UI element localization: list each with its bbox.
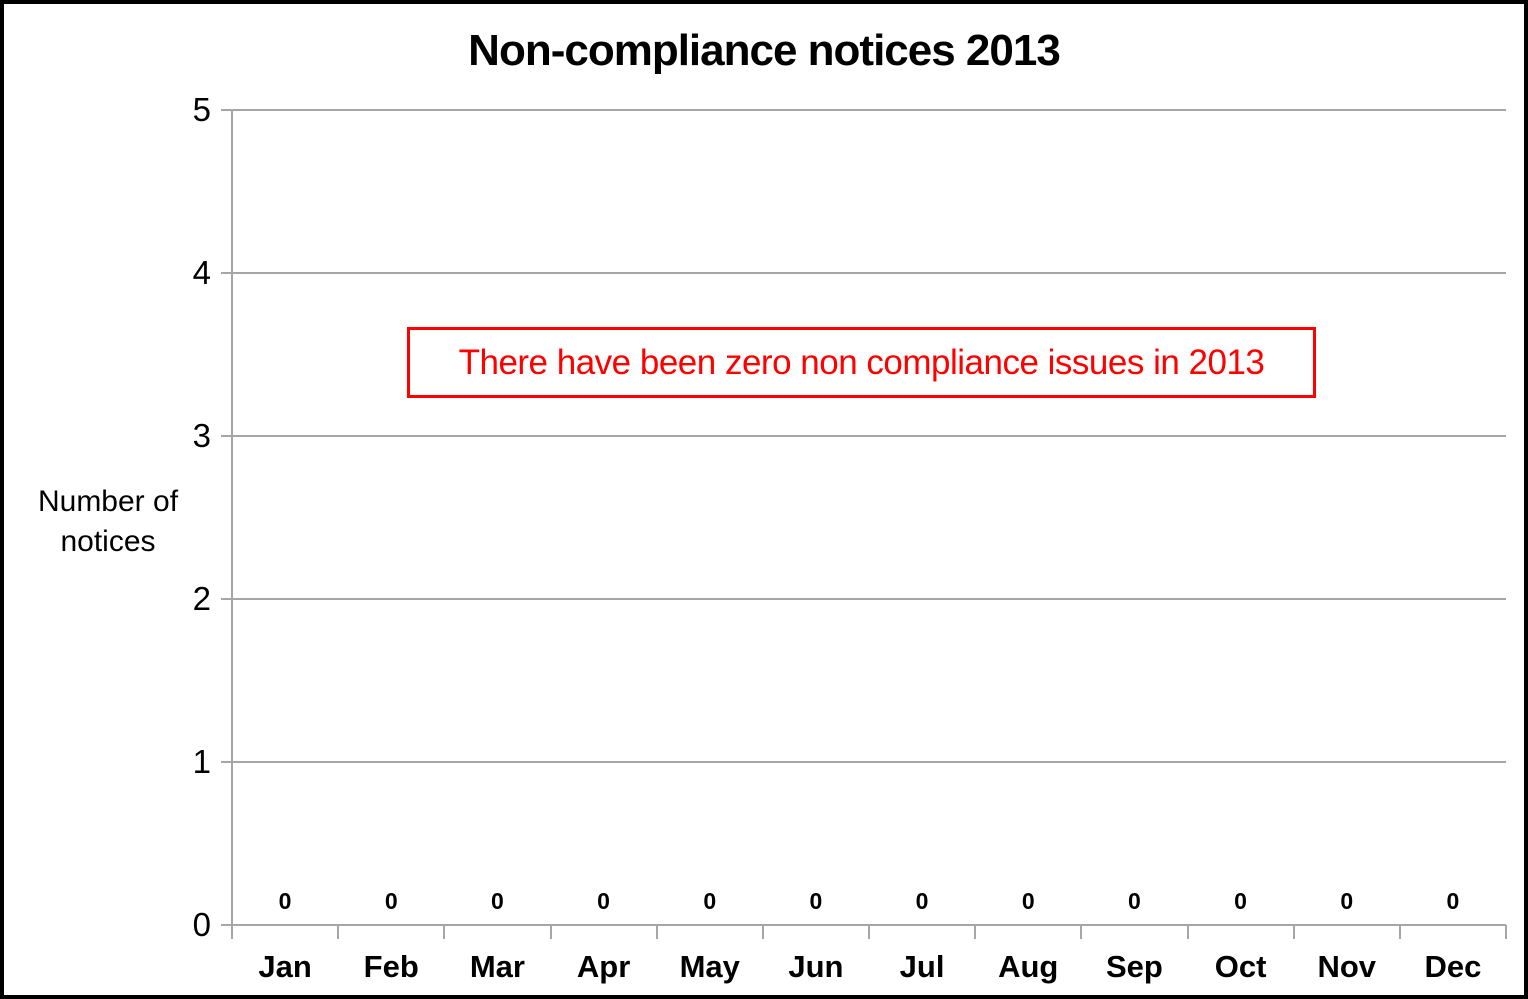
data-label-jan: 0 [278, 888, 292, 914]
data-label-oct: 0 [1234, 888, 1247, 914]
data-label-nov: 0 [1340, 888, 1354, 914]
y-axis-tick [221, 109, 233, 111]
x-axis-tick [1292, 925, 1295, 939]
x-axis-tick [761, 925, 764, 939]
data-label-mar: 0 [491, 888, 504, 914]
data-label-dec: 0 [1446, 888, 1460, 914]
y-tick-label: 0 [192, 906, 211, 943]
x-axis-tick [1080, 925, 1083, 939]
x-tick-label-jun: Jun [788, 949, 844, 984]
data-label-sep: 0 [1128, 888, 1141, 914]
chart-title: Non-compliance notices 2013 [468, 26, 1061, 75]
data-label-jul: 0 [915, 888, 929, 914]
x-axis-tick [549, 925, 552, 939]
x-axis-tick [655, 925, 658, 939]
gridline [232, 598, 1506, 600]
x-axis-tick [1186, 925, 1189, 939]
y-axis-tick [221, 272, 233, 274]
gridline [232, 761, 1506, 763]
x-tick-label-jul: Jul [899, 949, 945, 984]
data-label-may: 0 [703, 888, 717, 914]
x-tick-label-oct: Oct [1214, 949, 1267, 984]
x-axis-tick [443, 925, 446, 939]
annotation-box: There have been zero non compliance issu… [407, 327, 1316, 398]
x-axis-tick [1398, 925, 1401, 939]
x-axis-tick [974, 925, 977, 939]
x-axis-tick [231, 925, 233, 939]
y-axis-title: Number of notices [37, 485, 179, 558]
y-tick-label: 3 [192, 417, 211, 454]
y-tick-label: 2 [192, 580, 211, 617]
y-axis-line [231, 110, 233, 939]
y-tick-label: 4 [192, 254, 211, 291]
annotation-text: There have been zero non compliance issu… [458, 342, 1265, 382]
gridline [232, 435, 1506, 437]
y-axis-tick [221, 435, 233, 437]
x-tick-label-feb: Feb [363, 949, 419, 984]
x-tick-label-aug: Aug [998, 949, 1059, 984]
gridline [232, 109, 1506, 111]
x-tick-label-nov: Nov [1317, 949, 1377, 984]
x-axis-line [221, 924, 1506, 926]
x-tick-label-jan: Jan [258, 949, 312, 984]
x-tick-label-mar: Mar [469, 949, 525, 984]
x-tick-label-may: May [679, 949, 740, 984]
data-label-jun: 0 [809, 888, 823, 914]
y-tick-label: 1 [192, 743, 211, 780]
x-axis-tick [1505, 925, 1507, 939]
y-axis-tick [221, 761, 233, 763]
x-tick-label-sep: Sep [1105, 949, 1163, 984]
data-label-feb: 0 [384, 888, 398, 914]
x-tick-label-apr: Apr [576, 949, 631, 984]
gridline [232, 272, 1506, 274]
data-label-apr: 0 [597, 888, 610, 914]
data-label-aug: 0 [1021, 888, 1035, 914]
y-axis-tick [221, 598, 233, 600]
x-axis-tick [337, 925, 340, 939]
x-axis-tick [868, 925, 870, 939]
y-tick-label: 5 [192, 91, 211, 128]
x-tick-label-dec: Dec [1424, 949, 1482, 984]
